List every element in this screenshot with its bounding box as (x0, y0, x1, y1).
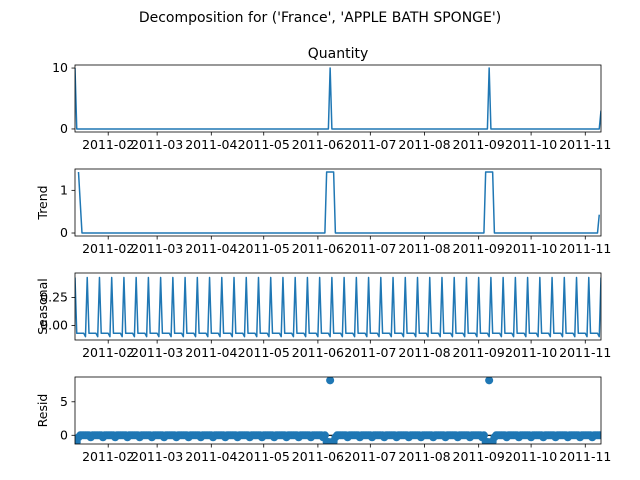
trend-xtick-label: 2011-04 (185, 241, 237, 256)
seasonal-xtick-label: 2011-06 (292, 345, 344, 360)
resid-point (75, 437, 81, 444)
observed-series-line (75, 67, 601, 130)
observed-ytick-label: 10 (52, 60, 68, 75)
trend-xtick-label: 2011-09 (453, 241, 505, 256)
trend-xtick-label: 2011-06 (292, 241, 344, 256)
trend-axes-frame (74, 168, 602, 237)
resid-point (329, 437, 338, 444)
resid-point (326, 377, 335, 385)
trend-ytick-label: 0 (60, 225, 68, 240)
seasonal-xtick-label: 2011-05 (238, 345, 290, 360)
resid-xtick-label: 2011-05 (238, 449, 290, 464)
resid-xtick-label: 2011-03 (131, 449, 183, 464)
observed-title: Quantity (308, 46, 369, 62)
observed-xtick-label: 2011-10 (505, 137, 557, 152)
trend-xtick-label: 2011-05 (238, 241, 290, 256)
seasonal-xtick-label: 2011-02 (82, 345, 134, 360)
resid-xtick-label: 2011-08 (398, 449, 450, 464)
trend-series-line (77, 171, 600, 234)
trend-ylabel: Trend (35, 185, 50, 220)
seasonal-xtick-label: 2011-04 (185, 345, 237, 360)
resid-ylabel: Resid (35, 394, 50, 428)
seasonal-axes-frame (74, 272, 602, 341)
resid-point (485, 377, 494, 385)
seasonal-series-line (75, 276, 601, 338)
resid-point (597, 431, 601, 440)
observed-xtick-label: 2011-06 (292, 137, 344, 152)
observed-xtick-label: 2011-04 (185, 137, 237, 152)
trend-xtick-label: 2011-07 (344, 241, 396, 256)
observed-xtick-label: 2011-09 (453, 137, 505, 152)
observed-xtick-label: 2011-11 (559, 137, 611, 152)
resid-ytick-label: 5 (60, 394, 68, 409)
observed-xtick-label: 2011-03 (131, 137, 183, 152)
resid-plot-area (75, 377, 601, 444)
resid-xtick-label: 2011-07 (344, 449, 396, 464)
seasonal-ytick-label: 0.25 (40, 290, 68, 305)
trend-xtick-label: 2011-11 (559, 241, 611, 256)
resid-xtick-label: 2011-04 (185, 449, 237, 464)
seasonal-plot-area (75, 276, 601, 338)
trend-xtick-label: 2011-02 (82, 241, 134, 256)
resid-xtick-label: 2011-09 (453, 449, 505, 464)
trend-plot-area (77, 171, 600, 234)
observed-plot-area (75, 67, 601, 130)
seasonal-xtick-label: 2011-10 (505, 345, 557, 360)
observed-xtick-label: 2011-05 (238, 137, 290, 152)
figure-title: Decomposition for ('France', 'APPLE BATH… (139, 10, 501, 26)
seasonal-xtick-label: 2011-07 (344, 345, 396, 360)
observed-xtick-label: 2011-02 (82, 137, 134, 152)
trend-xtick-label: 2011-08 (398, 241, 450, 256)
observed-xtick-label: 2011-07 (344, 137, 396, 152)
trend-ytick-label: 1 (60, 182, 68, 197)
resid-xtick-label: 2011-06 (292, 449, 344, 464)
resid-xtick-label: 2011-10 (505, 449, 557, 464)
seasonal-xtick-label: 2011-08 (398, 345, 450, 360)
seasonal-ylabel: Seasonal (35, 278, 50, 335)
resid-point (320, 431, 329, 440)
resid-xtick-label: 2011-02 (82, 449, 134, 464)
resid-axes-frame (74, 376, 602, 445)
seasonal-xtick-label: 2011-11 (559, 345, 611, 360)
seasonal-xtick-label: 2011-09 (453, 345, 505, 360)
seasonal-ytick-label: 0.00 (40, 317, 68, 332)
resid-xtick-label: 2011-11 (559, 449, 611, 464)
observed-ytick-label: 0 (60, 121, 68, 136)
resid-point (479, 431, 488, 440)
observed-xtick-label: 2011-08 (398, 137, 450, 152)
resid-point (488, 437, 497, 444)
trend-xtick-label: 2011-03 (131, 241, 183, 256)
seasonal-xtick-label: 2011-03 (131, 345, 183, 360)
observed-axes-frame (74, 64, 602, 133)
resid-ytick-label: 0 (60, 427, 68, 442)
trend-xtick-label: 2011-10 (505, 241, 557, 256)
